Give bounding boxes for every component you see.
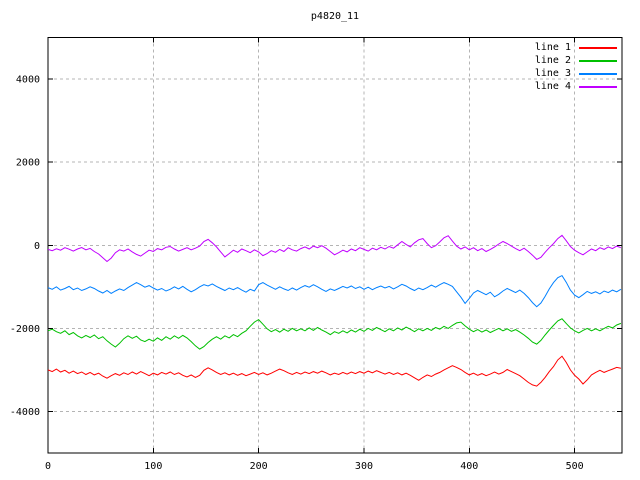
series-line-1 [47,355,621,387]
y-tick-label: -2000 [10,324,40,335]
y-tick-label: -4000 [10,407,40,418]
legend-sample [579,59,617,62]
x-tick-label: 200 [250,461,268,472]
series-line-2 [47,318,622,350]
legend-label: line 2 [534,55,571,66]
chart-title: p4820_11 [310,11,360,22]
y-tick-label: 0 [34,241,40,252]
legend-item: line 3 [535,67,617,80]
series-line-4 [47,234,622,263]
legend: line 1 line 2 line 3 line 4 [535,41,617,93]
legend-item: line 4 [535,80,617,93]
legend-item: line 1 [535,41,617,54]
series-line-3 [47,274,622,308]
legend-item: line 2 [535,54,617,67]
y-tick-label: 4000 [16,75,40,86]
x-tick-label: 500 [566,461,584,472]
legend-label: line 1 [534,42,571,53]
plot-border [47,37,623,454]
x-tick-label: 100 [144,461,162,472]
legend-sample [579,46,617,49]
y-tick-label: 2000 [16,158,40,169]
legend-sample [579,72,617,75]
x-tick-label: 300 [355,461,373,472]
x-tick-label: 0 [45,461,51,472]
legend-label: line 4 [534,81,571,92]
x-tick-label: 400 [460,461,478,472]
legend-sample [579,85,617,88]
legend-label: line 3 [534,68,571,79]
